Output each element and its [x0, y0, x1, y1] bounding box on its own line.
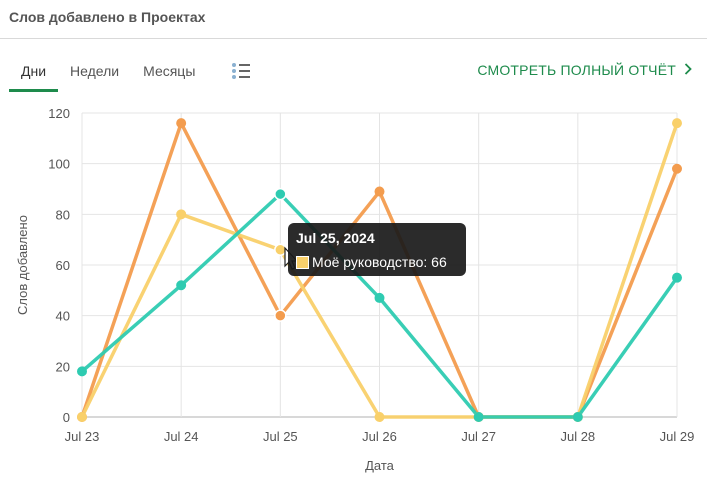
x-tick-label: Jul 27 — [461, 429, 496, 444]
x-tick-label: Jul 23 — [65, 429, 100, 444]
y-tick-label: 80 — [56, 207, 70, 222]
report-link-label: СМОТРЕТЬ ПОЛНЫЙ ОТЧЁТ — [477, 62, 676, 78]
y-tick-label: 0 — [63, 410, 70, 425]
data-point — [77, 412, 87, 422]
y-tick-label: 100 — [48, 157, 70, 172]
y-tick-label: 60 — [56, 258, 70, 273]
data-point — [176, 280, 187, 291]
card-header: Слов добавлено в Проектах — [0, 0, 707, 39]
tooltip-separator: : — [423, 254, 432, 270]
data-point — [374, 412, 385, 422]
highlighted-point — [274, 309, 287, 322]
data-point — [176, 118, 187, 129]
card-title: Слов добавлено в Проектах — [9, 9, 206, 25]
tab-weeks[interactable]: Недели — [70, 63, 120, 79]
y-tick-label: 40 — [56, 309, 70, 324]
chevron-right-icon — [684, 62, 692, 78]
highlighted-point — [274, 243, 287, 257]
data-point — [672, 163, 682, 174]
tooltip-value: 66 — [431, 254, 447, 270]
data-point — [176, 209, 187, 220]
view-full-report-link[interactable]: СМОТРЕТЬ ПОЛНЫЙ ОТЧЁТ — [477, 62, 692, 78]
x-tick-label: Jul 24 — [164, 429, 199, 444]
x-tick-label: Jul 26 — [362, 429, 397, 444]
data-point — [672, 118, 682, 129]
data-point — [572, 412, 583, 422]
y-tick-label: 20 — [56, 359, 70, 374]
tooltip-date: Jul 25, 2024 — [296, 230, 375, 246]
data-point — [374, 186, 385, 197]
y-tick-label: 120 — [48, 106, 70, 121]
tooltip-series-swatch — [296, 255, 309, 269]
x-tick-label: Jul 28 — [560, 429, 595, 444]
x-tick-label: Jul 25 — [263, 429, 298, 444]
data-point — [77, 366, 87, 377]
data-point — [473, 412, 484, 422]
highlighted-point — [274, 187, 287, 201]
data-point — [672, 272, 682, 283]
x-tick-label: Jul 29 — [660, 429, 695, 444]
list-icon[interactable] — [231, 61, 251, 81]
data-point — [374, 292, 385, 303]
x-axis-title: Дата — [365, 458, 395, 473]
chart-tooltip: Jul 25, 2024 Моё руководство: 66 — [288, 223, 466, 276]
y-axis-title: Слов добавлено — [15, 215, 30, 315]
period-tabs: Дни Недели Месяцы — [9, 55, 207, 92]
tab-months[interactable]: Месяцы — [143, 63, 196, 79]
tooltip-series-name: Моё руководство — [312, 254, 424, 270]
tab-days[interactable]: Дни — [9, 55, 59, 92]
